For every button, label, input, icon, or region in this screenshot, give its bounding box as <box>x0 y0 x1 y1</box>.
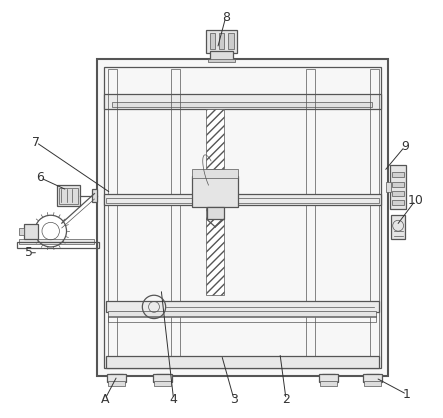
Text: 3: 3 <box>230 393 238 406</box>
Bar <box>104 66 381 368</box>
Bar <box>392 191 404 196</box>
Text: 6: 6 <box>36 171 44 184</box>
Bar <box>57 185 80 206</box>
Bar <box>171 69 180 368</box>
Bar <box>97 59 388 376</box>
Bar <box>370 69 379 368</box>
Bar <box>92 189 97 202</box>
Bar <box>319 375 338 382</box>
Bar <box>108 311 377 317</box>
Bar <box>106 198 379 203</box>
Bar <box>113 102 372 107</box>
Bar <box>322 375 335 376</box>
Bar <box>219 33 225 49</box>
Bar <box>104 194 381 205</box>
Text: 8: 8 <box>222 11 229 24</box>
Bar <box>108 69 117 368</box>
Bar <box>192 176 238 207</box>
Text: 10: 10 <box>407 194 423 207</box>
Bar <box>364 381 381 386</box>
Bar <box>392 172 404 177</box>
Bar <box>207 207 224 219</box>
Bar <box>154 381 171 386</box>
Bar <box>19 240 94 244</box>
Bar <box>106 356 379 368</box>
Bar <box>104 94 381 109</box>
Bar <box>392 200 404 205</box>
Bar <box>192 169 238 178</box>
Bar <box>107 375 126 382</box>
Bar <box>108 381 125 386</box>
Text: 9: 9 <box>401 140 409 153</box>
Bar <box>390 165 406 209</box>
Bar <box>386 182 391 192</box>
Bar <box>206 30 237 53</box>
Bar <box>306 69 315 368</box>
Bar <box>210 33 215 49</box>
Bar <box>155 375 169 376</box>
Text: 4: 4 <box>170 393 178 406</box>
Bar <box>208 59 235 62</box>
Text: 5: 5 <box>25 246 33 259</box>
Bar <box>392 181 404 186</box>
Bar <box>363 375 382 382</box>
Bar <box>206 207 225 295</box>
Bar <box>320 381 337 386</box>
Bar <box>153 375 171 382</box>
Bar <box>23 224 38 239</box>
Bar <box>110 375 123 376</box>
Bar <box>366 375 379 376</box>
Bar <box>210 51 233 60</box>
Text: 7: 7 <box>32 136 40 149</box>
Bar <box>17 242 99 248</box>
Bar <box>206 109 225 169</box>
Bar <box>59 188 78 204</box>
Bar <box>228 33 233 49</box>
Text: 1: 1 <box>403 388 411 401</box>
Bar <box>108 316 377 322</box>
Text: A: A <box>101 393 109 406</box>
Bar <box>19 228 24 235</box>
Bar <box>106 301 379 312</box>
Text: 2: 2 <box>282 393 290 406</box>
Bar <box>392 215 405 239</box>
